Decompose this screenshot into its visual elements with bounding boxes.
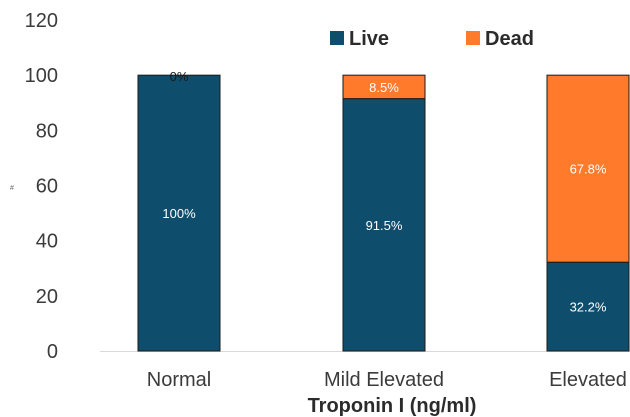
y-tick-label: 120 xyxy=(25,10,58,32)
legend-swatch-dead xyxy=(466,31,480,45)
bar-live xyxy=(137,74,221,352)
data-label-live: 32.2% xyxy=(570,300,607,315)
data-label-live: 100% xyxy=(162,206,196,221)
y-axis-label: # xyxy=(10,185,14,192)
data-label-dead: 8.5% xyxy=(369,80,399,95)
legend-label-dead: Dead xyxy=(485,28,534,50)
data-label-live: 91.5% xyxy=(366,218,403,233)
data-label-dead: 0% xyxy=(170,69,189,84)
bar-live xyxy=(342,98,426,352)
legend-label-live: Live xyxy=(349,28,389,50)
bar-live xyxy=(546,261,630,352)
x-axis-categories: Normal Mild Elevated Elevated xyxy=(147,369,627,391)
y-tick-label: 100 xyxy=(25,65,58,87)
data-label-dead: 67.8% xyxy=(570,162,607,177)
bar-dead xyxy=(546,74,630,263)
x-axis-label: Troponin I (ng/ml) xyxy=(308,395,477,417)
x-category-label: Mild Elevated xyxy=(324,369,444,391)
y-tick-label: 40 xyxy=(36,231,58,253)
bar-dead xyxy=(342,74,426,100)
y-tick-label: 80 xyxy=(36,120,58,142)
legend-swatch-live xyxy=(330,31,344,45)
data-labels: 100% 0% 91.5% 8.5% 32.2% 67.8% xyxy=(162,69,606,314)
y-tick-label: 0 xyxy=(47,341,58,363)
x-category-label: Elevated xyxy=(549,369,627,391)
x-category-label: Normal xyxy=(147,369,211,391)
y-tick-label: 60 xyxy=(36,176,58,198)
legend: Live Dead xyxy=(330,28,534,50)
y-axis-ticks: 0 20 40 60 80 100 120 xyxy=(25,10,58,363)
y-tick-label: 20 xyxy=(36,286,58,308)
bars xyxy=(137,74,630,352)
